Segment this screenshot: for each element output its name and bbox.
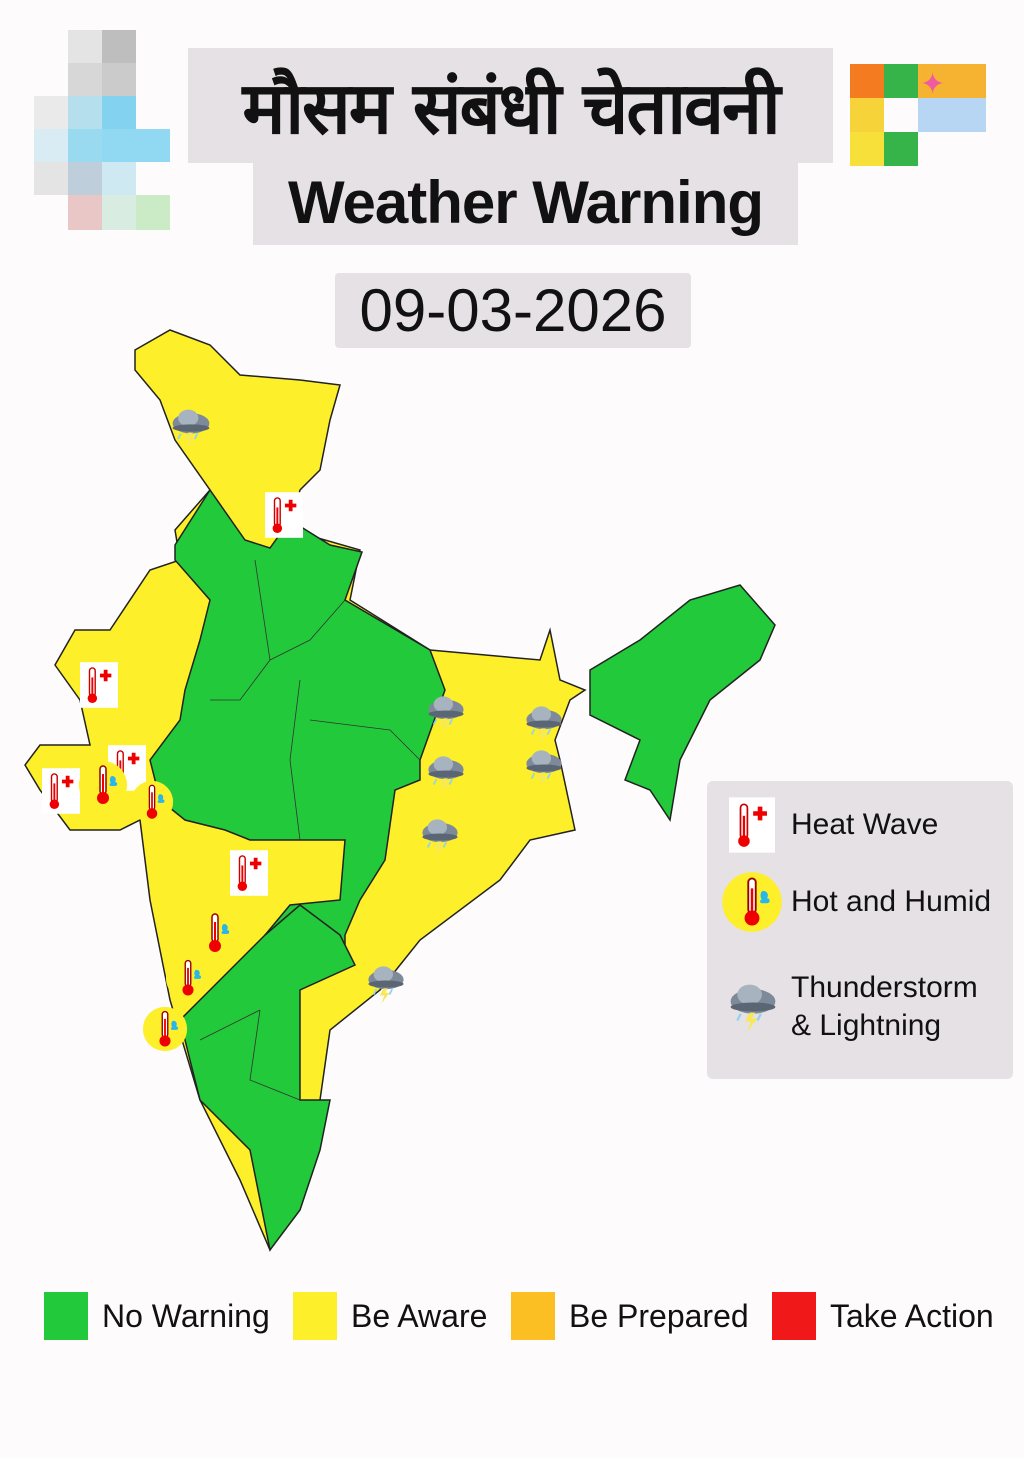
scale-item-take-action: Take Action [772,1290,994,1342]
scale-label: Be Prepared [569,1297,749,1334]
legend-item-thunderstorm: Thunderstorm & Lightning [725,969,978,1045]
icon-legend: Heat Wave Hot and Humid Thunderstorm & L… [707,781,1013,1079]
hot-humid-icon [190,908,240,958]
scale-item-be-aware: Be Aware [293,1290,487,1342]
color-scale-legend: No Warning Be Aware Be Prepared Take Act… [0,1290,1024,1342]
legend-item-heat-wave: Heat Wave [729,795,938,855]
scale-label: Take Action [830,1297,994,1334]
title-hindi: मौसम संबंधी चेतावनी [188,48,833,163]
heat-wave-icon [729,795,775,855]
region-no-warning-northeast [589,584,776,822]
scale-item-no-warning: No Warning [44,1290,270,1342]
legend-label-line1: Thunderstorm [791,971,978,1004]
india-warning-map [24,329,776,1252]
heat-wave-icon [42,768,80,814]
scale-label: No Warning [102,1297,270,1334]
swatch-green [44,1292,88,1340]
swatch-red [772,1292,816,1340]
hot-humid-icon [142,1006,188,1052]
date-label: 09-03-2026 [335,273,691,348]
swatch-orange [511,1292,555,1340]
legend-item-hot-humid: Hot and Humid [721,869,991,935]
title-english: Weather Warning [253,160,798,245]
thunderstorm-icon [729,983,777,1033]
hot-humid-icon [78,760,128,810]
scale-label: Be Aware [351,1297,488,1334]
hot-humid-icon [165,955,211,1001]
decorative-pixels-right: ✦ [850,64,986,166]
legend-label: Heat Wave [791,808,939,841]
scale-item-be-prepared: Be Prepared [511,1290,749,1342]
legend-label-line2: & Lightning [791,1009,942,1042]
hot-humid-icon [130,780,174,824]
heat-wave-icon [230,850,268,896]
hot-humid-icon [721,871,783,933]
state-borders [199,559,421,1101]
swatch-yellow [293,1292,337,1340]
region-no-warning-south [179,904,357,1252]
legend-label: Hot and Humid [791,885,992,918]
decorative-pixels-left [34,30,174,235]
heat-wave-icon [80,662,118,708]
heat-wave-icon [265,492,303,538]
